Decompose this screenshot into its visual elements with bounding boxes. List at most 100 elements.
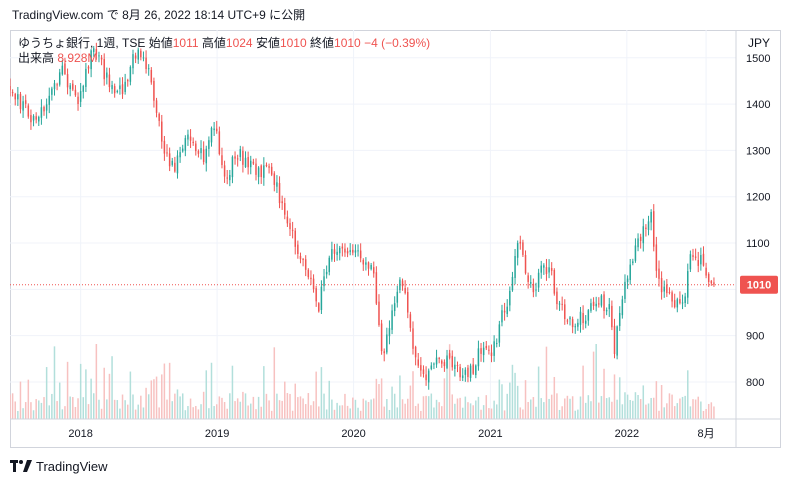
candle-body: [446, 355, 448, 368]
candle-body: [516, 243, 519, 258]
candle-body: [158, 113, 160, 121]
volume-bar: [299, 396, 302, 419]
candle-body: [108, 74, 111, 88]
candle-body: [210, 127, 213, 143]
volume-bar: [461, 407, 464, 419]
volume-bar: [477, 396, 480, 419]
footer-brand[interactable]: TradingView: [10, 457, 108, 475]
y-tick-label-0: 800: [746, 377, 764, 389]
candle-body: [548, 267, 550, 273]
volume-bar: [464, 396, 467, 419]
candle-body: [666, 284, 668, 294]
volume-bar: [357, 407, 359, 419]
candle-body: [325, 271, 328, 275]
candle-body: [632, 261, 634, 263]
volume-bar: [370, 399, 372, 419]
volume-bar: [396, 407, 399, 419]
volume-bar: [325, 409, 328, 419]
candle-body: [438, 358, 440, 360]
candle-body: [519, 241, 522, 244]
legend-volume-label: 出来高: [18, 51, 55, 65]
volume-bar: [352, 397, 354, 419]
candle-body: [304, 259, 307, 270]
volume-bar: [684, 395, 686, 419]
candle-body: [231, 156, 234, 178]
candle-body: [477, 348, 480, 367]
volume-bar: [24, 402, 27, 419]
volume-bar: [333, 409, 336, 419]
candle-body: [302, 258, 304, 260]
volume-bar: [92, 393, 95, 419]
candle-body: [134, 55, 137, 59]
candle-body: [153, 80, 155, 101]
volume-bar: [346, 405, 349, 419]
volume-bar: [132, 394, 134, 419]
volume-bar: [79, 363, 82, 419]
volume-bar: [166, 399, 168, 419]
volume-bar: [603, 368, 605, 419]
candle-body: [205, 148, 208, 164]
candle-body: [645, 227, 647, 229]
volume-bar: [425, 395, 427, 419]
volume-bar: [482, 405, 485, 419]
candle-body: [577, 322, 579, 327]
candle-body: [653, 211, 655, 247]
candle-body: [129, 66, 132, 82]
legend-open-value: 1011: [172, 36, 199, 50]
volume-bar: [399, 375, 401, 419]
volume-bar: [103, 367, 105, 419]
candle-body: [299, 255, 302, 260]
candle-body: [255, 163, 257, 175]
candle-body: [472, 364, 474, 374]
volume-bar: [577, 409, 579, 419]
candle-body: [226, 177, 228, 179]
volume-bar: [129, 371, 132, 419]
volume-bar: [433, 407, 435, 419]
candle-body: [234, 156, 236, 159]
candle-body: [422, 369, 425, 374]
volume-bar: [655, 381, 658, 419]
volume-bar: [386, 399, 388, 419]
volume-bar: [11, 393, 14, 419]
candle-body: [344, 248, 346, 253]
volume-bar: [412, 371, 414, 419]
candle-body: [650, 211, 652, 223]
chart-canvas[interactable]: 800900100011001200130014001500 201820192…: [10, 30, 781, 448]
volume-bar: [509, 382, 511, 419]
candle-body: [69, 85, 71, 90]
volume-bar: [584, 402, 587, 419]
candle-body: [433, 363, 435, 365]
volume-bar: [289, 393, 291, 419]
volume-bar: [624, 392, 626, 419]
candle-body: [150, 69, 153, 83]
candle-body: [658, 268, 660, 279]
volume-bar: [121, 394, 124, 419]
y-tick-label-5: 1300: [746, 145, 770, 157]
candle-body: [35, 116, 37, 120]
candle-body: [92, 48, 95, 52]
publish-date: で 8月 26, 2022 18:14 UTC+9 に公開: [106, 8, 306, 22]
candle-body: [587, 310, 590, 321]
candle-body: [603, 294, 605, 311]
volume-bar: [320, 367, 323, 419]
volume-bar: [605, 398, 608, 419]
volume-bar: [239, 401, 242, 419]
candle-body: [352, 249, 354, 253]
volume-bar: [10, 394, 11, 419]
volume-bar: [260, 406, 262, 419]
volume-bar: [202, 391, 205, 419]
candle-body: [239, 149, 242, 158]
candle-body: [236, 158, 239, 160]
candle-body: [276, 182, 278, 187]
candle-body: [613, 325, 616, 354]
volume-bar: [668, 393, 671, 419]
volume-bar: [17, 410, 19, 419]
volume-bar: [95, 344, 98, 419]
candle-body: [53, 83, 56, 90]
candle-body: [124, 81, 126, 92]
candle-body: [582, 313, 584, 324]
candle-body: [679, 299, 681, 304]
candle-body: [566, 320, 569, 322]
candle-body: [713, 282, 715, 285]
volume-bar: [302, 398, 304, 419]
